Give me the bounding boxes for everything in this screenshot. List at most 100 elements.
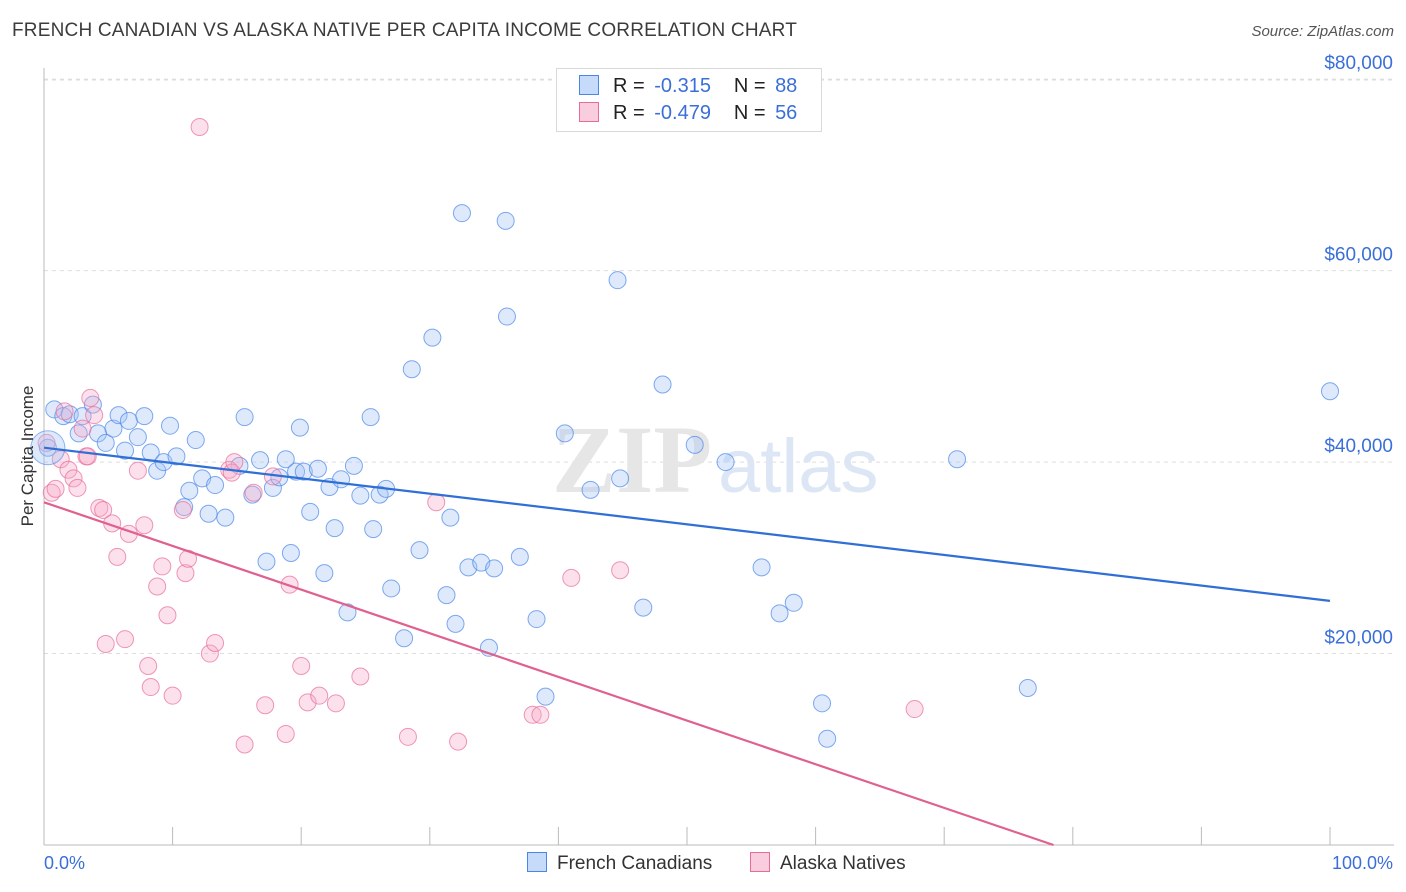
data-point [200, 644, 219, 663]
x-tick-label: 100.0% [1332, 853, 1393, 873]
y-tick-label: $40,000 [1324, 436, 1393, 457]
data-point [116, 630, 135, 649]
legend-label: Alaska Natives [780, 853, 906, 874]
data-point [294, 462, 313, 481]
data-point [395, 629, 414, 648]
data-point [634, 598, 653, 617]
data-point [206, 476, 225, 495]
data-point [496, 211, 515, 230]
data-point [402, 360, 421, 379]
data-point [222, 463, 241, 482]
legend-swatch-blue [527, 852, 547, 872]
data-point [153, 557, 172, 576]
legend-label: French Canadians [557, 853, 713, 874]
data-point [186, 431, 205, 450]
data-point [344, 456, 363, 475]
r-label: R = [613, 102, 645, 124]
data-point [175, 498, 194, 517]
data-point [139, 656, 158, 675]
data-point [55, 402, 74, 421]
x-tick-label: 0.0% [44, 853, 85, 873]
data-point [206, 634, 225, 653]
data-point [96, 634, 115, 653]
n-value: 56 [775, 102, 798, 124]
data-point [119, 411, 138, 430]
data-point [199, 504, 218, 523]
y-axis-label: Per Capita Income [18, 385, 37, 527]
data-point [85, 406, 104, 425]
data-point [173, 500, 192, 519]
data-point [332, 470, 351, 489]
data-point [292, 656, 311, 675]
y-tick-label: $80,000 [1324, 53, 1393, 74]
legend-item-french-canadians[interactable]: French Canadians [527, 852, 712, 875]
data-point [423, 328, 442, 347]
stats-legend: R = -0.315 N = 88 R = -0.479 N = 56 [556, 68, 822, 132]
data-point [813, 694, 832, 713]
data-point [276, 724, 295, 743]
data-point [176, 564, 195, 583]
data-point [784, 593, 803, 612]
trend-line [43, 501, 1054, 847]
axes [43, 68, 1394, 846]
data-point [555, 424, 574, 443]
data-point [235, 735, 254, 754]
data-point [37, 433, 56, 452]
data-point [128, 461, 147, 480]
data-point [685, 435, 704, 454]
data-point [536, 687, 555, 706]
data-point [315, 564, 334, 583]
data-point [301, 502, 320, 521]
data-point [948, 450, 967, 469]
legend-swatch-pink [579, 102, 599, 122]
trend-line [43, 446, 1331, 602]
y-tick-label: $20,000 [1324, 628, 1393, 649]
data-point [94, 500, 113, 519]
data-point [818, 729, 837, 748]
data-point [81, 388, 100, 407]
n-label: N = [733, 102, 766, 124]
data-point [449, 732, 468, 751]
data-point [257, 552, 276, 571]
r-value: -0.479 [654, 102, 711, 124]
data-point [1018, 679, 1037, 697]
data-point [527, 610, 546, 629]
data-point [485, 559, 504, 578]
watermark: ZIP atlas [552, 406, 879, 513]
watermark-atlas: atlas [718, 424, 879, 509]
data-point [437, 586, 456, 605]
data-point [251, 451, 270, 470]
data-point [611, 469, 630, 488]
data-point [752, 558, 771, 577]
r-value: -0.315 [654, 75, 711, 97]
data-point [116, 441, 135, 460]
stats-row-alaska-natives: R = -0.479 N = 56 [579, 102, 797, 126]
data-point [581, 480, 600, 499]
data-point [611, 561, 630, 580]
legend-item-alaska-natives[interactable]: Alaska Natives [750, 852, 906, 875]
y-tick-label: $60,000 [1324, 245, 1393, 266]
data-point [326, 694, 345, 713]
data-point [361, 408, 380, 427]
data-point [364, 520, 383, 539]
data-point [68, 478, 87, 497]
data-point [298, 693, 317, 712]
data-point [523, 705, 542, 724]
trend-lines [43, 446, 1331, 847]
data-point [427, 493, 446, 512]
watermark-zip: ZIP [552, 406, 712, 513]
n-label: N = [733, 75, 766, 97]
stats-row-french-canadians: R = -0.315 N = 88 [579, 75, 797, 99]
data-point [310, 686, 329, 705]
data-point [281, 544, 300, 563]
data-point [78, 447, 97, 466]
r-label: R = [613, 75, 645, 97]
data-point [608, 271, 627, 290]
data-point [128, 428, 147, 447]
data-point [410, 541, 429, 560]
data-point [770, 604, 789, 623]
data-point [190, 118, 209, 137]
legend-swatch-pink [750, 852, 770, 872]
data-point [716, 453, 735, 472]
